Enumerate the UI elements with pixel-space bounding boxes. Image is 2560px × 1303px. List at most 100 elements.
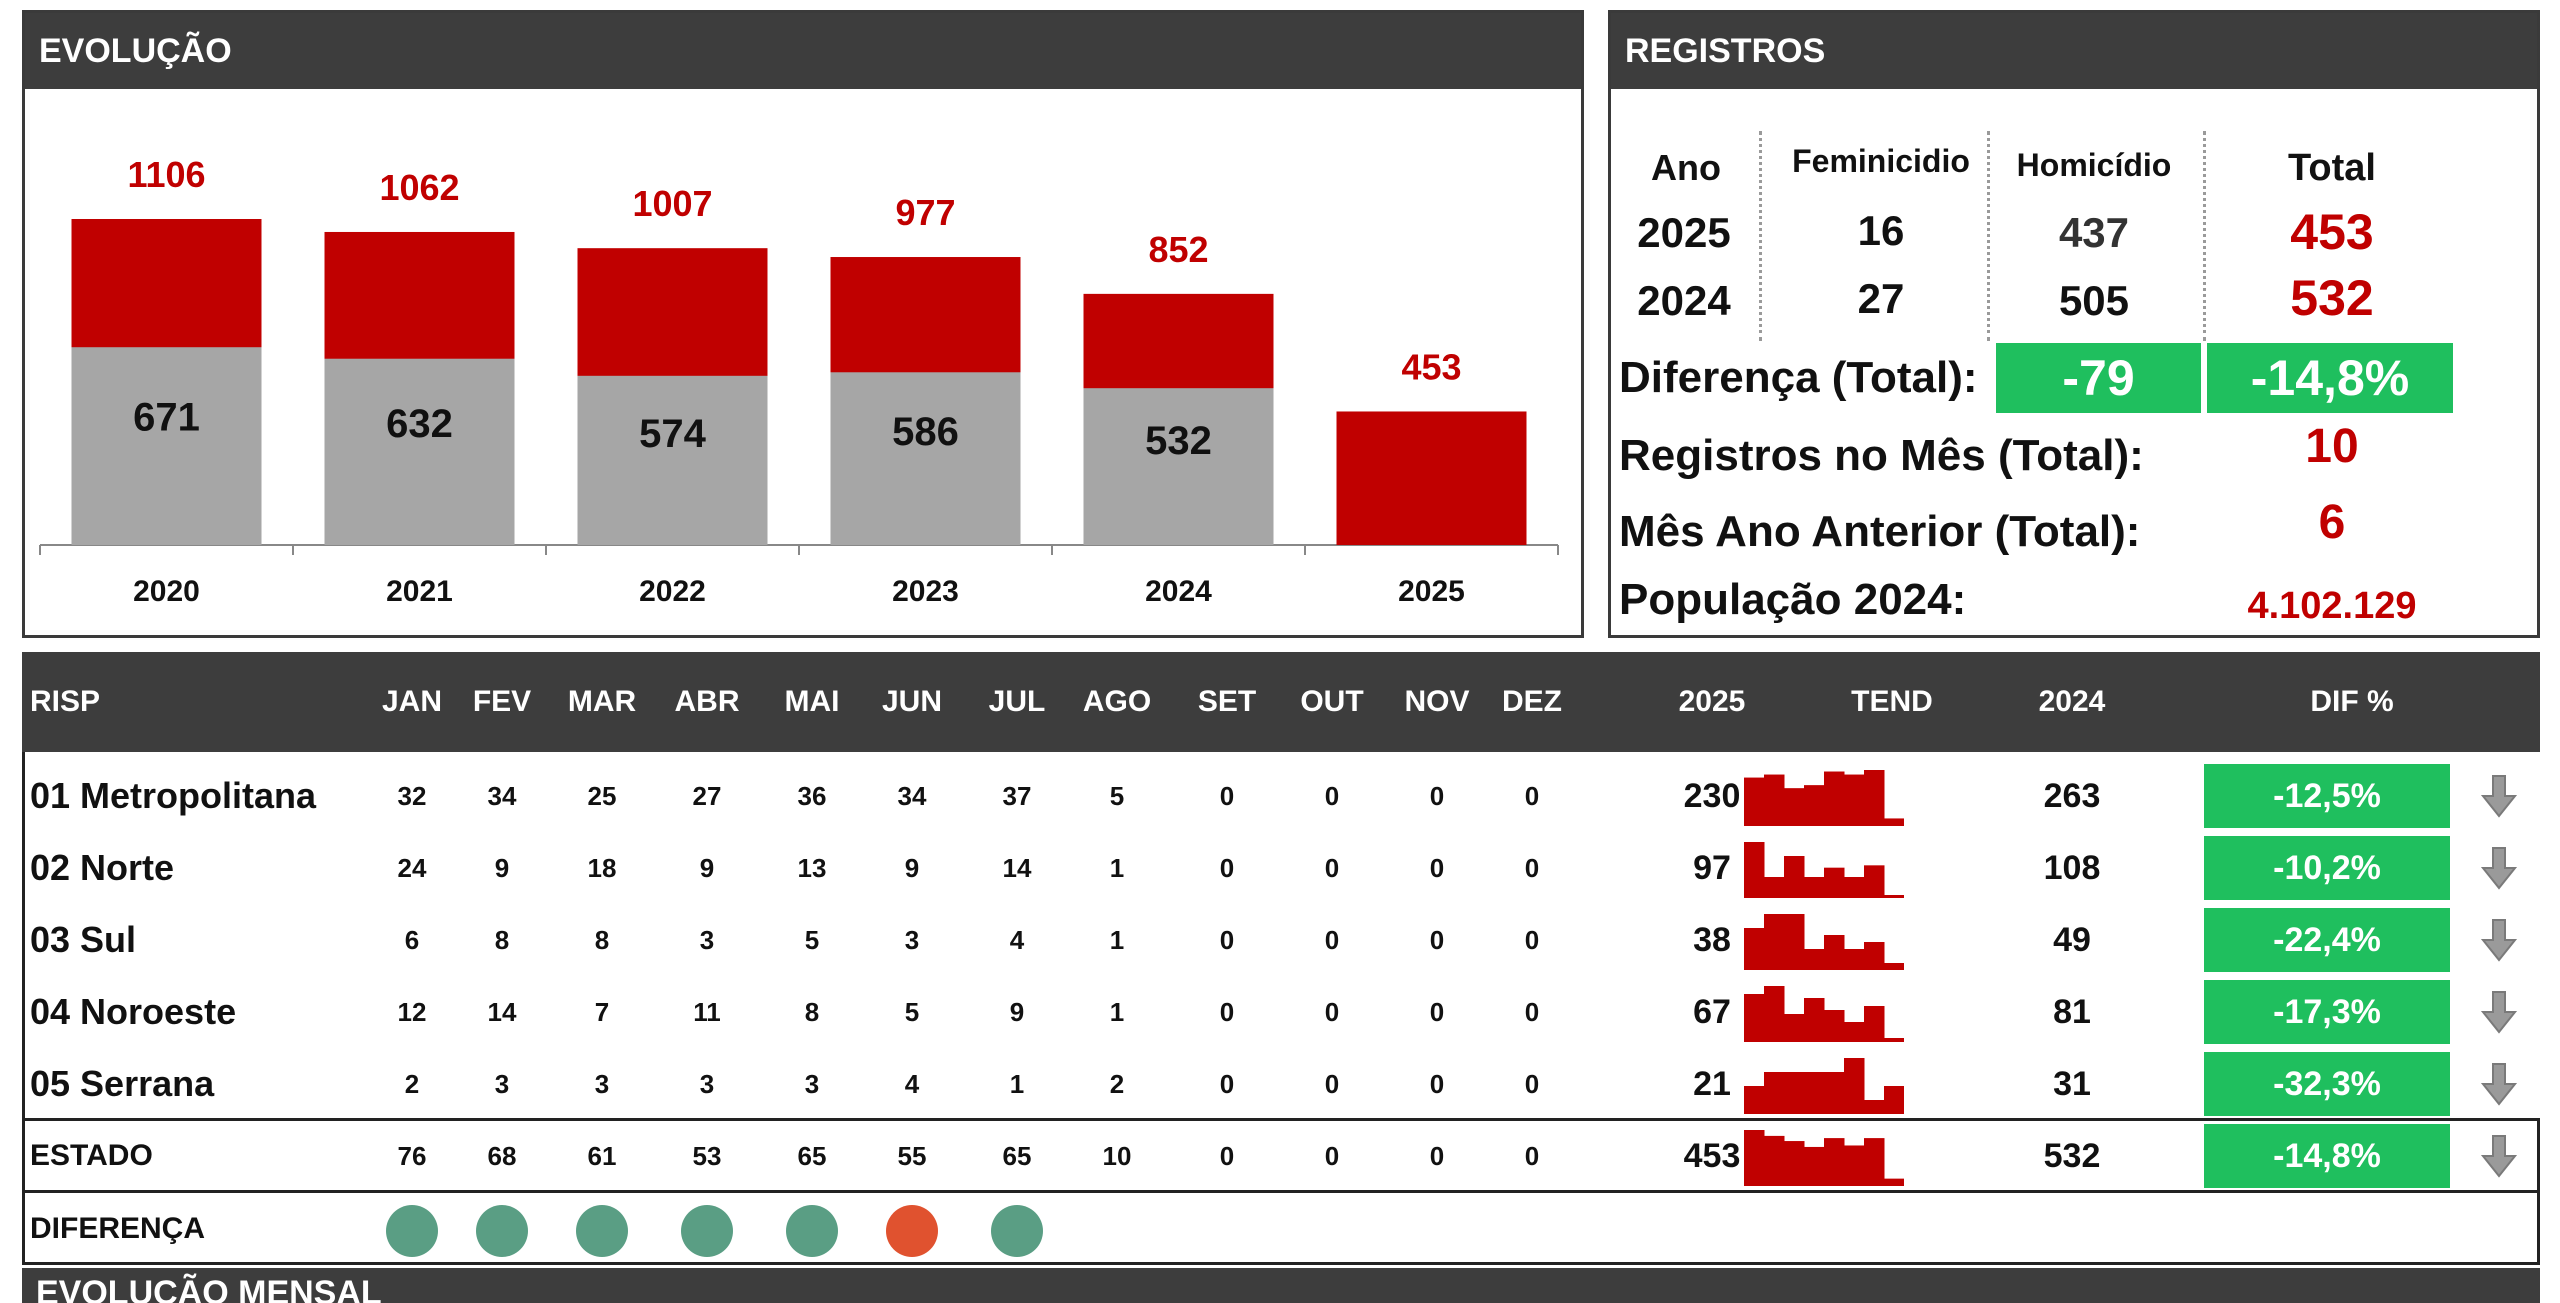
sparkline-bar — [1864, 942, 1885, 970]
header-homicidio: Homicídio — [2016, 147, 2172, 183]
bar-total-label: 852 — [1148, 229, 1208, 270]
month-value: 18 — [587, 852, 617, 883]
column-header: JAN — [381, 685, 442, 718]
month-value: 9 — [904, 852, 920, 883]
month-value: 36 — [797, 780, 827, 811]
month-value: 3 — [699, 924, 715, 955]
registros-title: REGISTROS — [1611, 13, 2537, 89]
trend-sparkline — [1744, 842, 1904, 898]
column-header: ABR — [674, 685, 740, 718]
month-value: 9 — [494, 852, 510, 883]
sparkline-bar — [1744, 842, 1765, 898]
dif-percent-badge: -17,3% — [2204, 980, 2450, 1044]
bar-total-label: 453 — [1401, 346, 1461, 387]
column-header: FEV — [472, 685, 532, 718]
region-name: 01 Metropolitana — [30, 775, 317, 816]
estado-row: ESTADO 76 68 61 53 65 55 65 10 0 0 0 0 453 532 -14,8% — [22, 1120, 2540, 1192]
sparkline-bar — [1804, 785, 1825, 826]
month-value: 0 — [1524, 780, 1540, 811]
diferenca-row: DIFERENÇA — [22, 1193, 2540, 1265]
total-2025: 21 — [1693, 1064, 1731, 1103]
arrow-down-icon — [2474, 832, 2524, 904]
risp-table-header: RISP JAN FEV MAR ABR MAI JUN JUL AGO SET OUT NOV DEZ… — [22, 652, 2540, 752]
month-value: 65 — [797, 1140, 827, 1171]
sparkline-bar — [1744, 777, 1765, 826]
month-value: 0 — [1524, 1068, 1540, 1099]
sparkline-bar — [1784, 1141, 1805, 1186]
sparkline-bar — [1844, 774, 1865, 826]
region-name: 02 Norte — [30, 847, 175, 888]
month-value: 8 — [594, 924, 610, 955]
table-border — [2537, 1118, 2540, 1265]
month-value: 0 — [1219, 780, 1235, 811]
sparkline-bar — [1884, 963, 1904, 970]
sparkline-bar — [1884, 1038, 1904, 1042]
month-value: 3 — [699, 1068, 715, 1099]
header-feminicidio: Feminicidio — [1792, 143, 1970, 179]
separator — [1987, 131, 1990, 341]
month-value: 3 — [494, 1068, 510, 1099]
month-value: 65 — [1002, 1140, 1032, 1171]
sparkline-bar — [1744, 1130, 1765, 1186]
month-value: 4 — [904, 1068, 920, 1099]
total-2024: 81 — [2053, 992, 2091, 1031]
trend-sparkline — [1744, 1130, 1904, 1186]
column-header: TEND — [1851, 685, 1933, 718]
x-tick-label: 2024 — [1145, 575, 1212, 608]
month-value: 8 — [494, 924, 510, 955]
header-ano: Ano — [1651, 147, 1721, 188]
month-value: 14 — [1002, 852, 1032, 883]
month-value: 14 — [487, 996, 517, 1027]
month-value: 0 — [1429, 924, 1445, 955]
evolucao-panel: EVOLUÇÃO 671 1106 2020 632 1062 2021 574 1007 20… — [22, 10, 1584, 638]
sparkline-bar — [1784, 1072, 1805, 1114]
arrow-down-icon — [2474, 1048, 2524, 1120]
sparkline-bar — [1784, 788, 1805, 826]
month-value: 13 — [797, 852, 827, 883]
sparkline-bar — [1764, 914, 1785, 970]
arrow-down-icon — [2474, 1120, 2524, 1192]
month-value: 9 — [699, 852, 715, 883]
sparkline-bar — [1884, 895, 1904, 898]
column-header: 2024 — [2038, 685, 2106, 718]
month-value: 0 — [1524, 1140, 1540, 1171]
separator — [1759, 131, 1762, 341]
month-value: 3 — [904, 924, 920, 955]
dif-percent-badge: -10,2% — [2204, 836, 2450, 900]
row-2024-ano: 2024 — [1637, 277, 1731, 324]
column-header: MAR — [567, 685, 637, 718]
month-value: 76 — [397, 1140, 427, 1171]
status-dot — [386, 1205, 438, 1257]
row-2025-total: 453 — [2290, 204, 2374, 260]
month-value: 0 — [1324, 780, 1340, 811]
total-2024: 31 — [2053, 1064, 2091, 1103]
sparkline-bar — [1784, 1014, 1805, 1042]
month-value: 34 — [487, 780, 517, 811]
mes-anterior-value: 6 — [2318, 496, 2346, 549]
bar-total — [1336, 411, 1527, 545]
bar-inner — [577, 375, 768, 545]
total-2025: 67 — [1693, 992, 1731, 1031]
sparkline-bar — [1884, 1086, 1904, 1114]
table-border — [22, 1118, 25, 1265]
row-2025-feminicidio: 16 — [1857, 207, 1905, 254]
month-value: 2 — [1109, 1068, 1125, 1099]
month-value: 0 — [1429, 1140, 1445, 1171]
column-header: JUN — [881, 685, 942, 718]
bar-total-label: 1007 — [632, 183, 712, 224]
sparkline-bar — [1824, 1010, 1845, 1042]
sparkline-bar — [1804, 877, 1825, 898]
table-border — [22, 1190, 2540, 1193]
month-value: 37 — [1002, 780, 1032, 811]
column-header: OUT — [1300, 685, 1364, 718]
month-value: 1 — [1109, 852, 1125, 883]
month-value: 55 — [897, 1140, 927, 1171]
arrow-down-icon — [2474, 976, 2524, 1048]
month-value: 0 — [1429, 1068, 1445, 1099]
table-border — [22, 1262, 2540, 1265]
sparkline-bar — [1804, 949, 1825, 970]
sparkline-bar — [1764, 1072, 1785, 1114]
arrow-down-icon — [2474, 760, 2524, 832]
diferenca-abs-badge: -79 — [1996, 343, 2201, 413]
month-value: 10 — [1102, 1140, 1132, 1171]
